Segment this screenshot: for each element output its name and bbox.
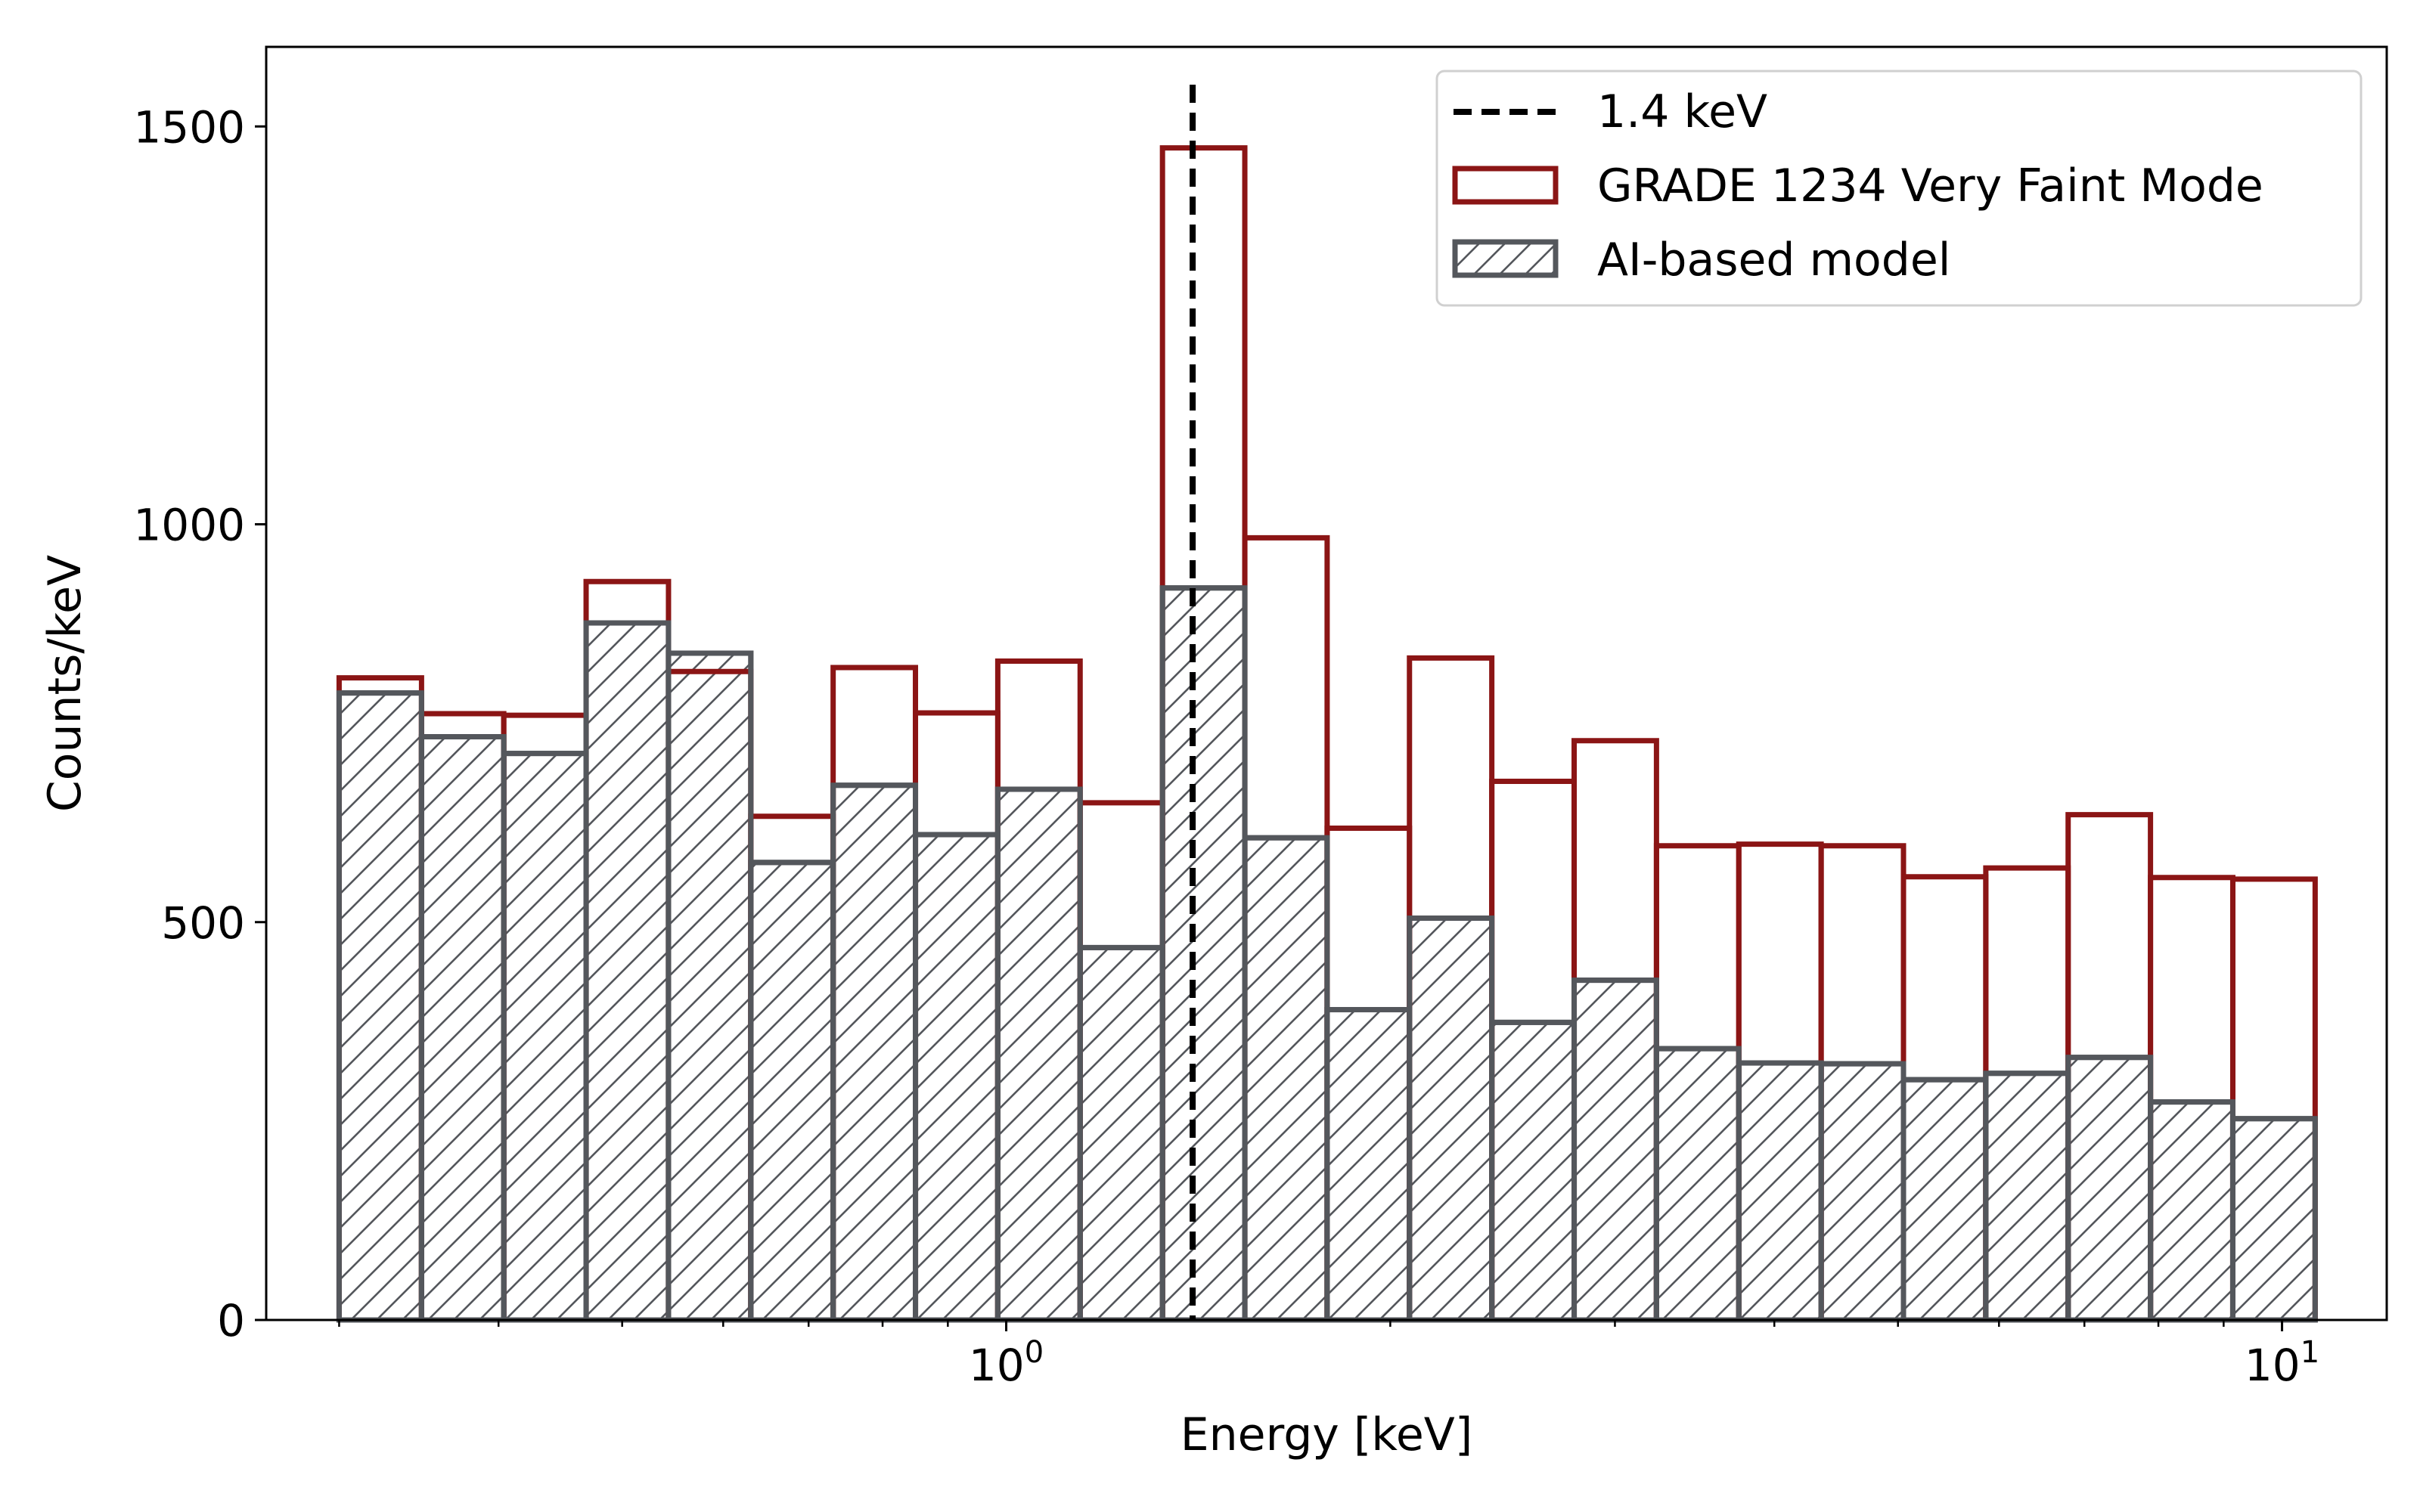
- legend-label-grade: GRADE 1234 Very Faint Mode: [1597, 160, 2263, 212]
- ai-bar: [1736, 1060, 1824, 1323]
- ai-bar: [501, 751, 589, 1323]
- legend: 1.4 keV GRADE 1234 Very Faint Mode AI-ba…: [1435, 70, 2363, 307]
- plot-frame: [265, 45, 2388, 1321]
- legend-box: [1435, 70, 2363, 307]
- ai-bar: [830, 782, 919, 1323]
- ai-bar: [1571, 978, 1659, 1323]
- ai-bar: [1900, 1077, 1989, 1323]
- x-axis-label: Energy [keV]: [1181, 1408, 1473, 1461]
- ai-bar: [1407, 915, 1495, 1323]
- y-axis-label: Counts/keV: [39, 555, 92, 812]
- ai-bar: [1818, 1061, 1907, 1323]
- ai-bar: [1324, 1007, 1413, 1323]
- x-axis-ticks: 100 101: [338, 1320, 2319, 1391]
- ai-bar: [748, 860, 836, 1323]
- y-axis-ticks: 0 500 1000 1500: [133, 101, 266, 1346]
- ai-bar: [336, 690, 424, 1323]
- ai-bar: [666, 650, 754, 1323]
- ai-bar: [2229, 1116, 2318, 1323]
- legend-grade-swatch: [1452, 166, 1559, 205]
- ai-bar: [2148, 1099, 2235, 1323]
- ai-bar: [913, 832, 1001, 1323]
- ai-bar: [1159, 585, 1248, 1323]
- ai-bar: [1242, 835, 1330, 1323]
- y-tick-label: 0: [217, 1295, 245, 1346]
- ai-bar: [994, 786, 1083, 1323]
- legend-label-ai: AI-based model: [1597, 234, 1950, 287]
- ai-bar: [1077, 944, 1165, 1323]
- x-tick-label: 100: [969, 1335, 1044, 1391]
- ai-bar: [418, 734, 507, 1323]
- ai-bar: [2065, 1055, 2154, 1323]
- ai-bar: [1653, 1046, 1742, 1323]
- x-tick-label: 101: [2245, 1335, 2319, 1391]
- y-tick-label: 1000: [133, 500, 245, 551]
- ai-bar: [583, 620, 672, 1323]
- legend-ai-swatch: [1452, 239, 1559, 278]
- ai-bar: [1983, 1070, 2071, 1323]
- y-tick-label: 1500: [133, 101, 245, 153]
- y-tick-label: 500: [161, 897, 245, 949]
- legend-label-vline: 1.4 keV: [1597, 85, 1767, 138]
- ai-bar: [1489, 1019, 1578, 1323]
